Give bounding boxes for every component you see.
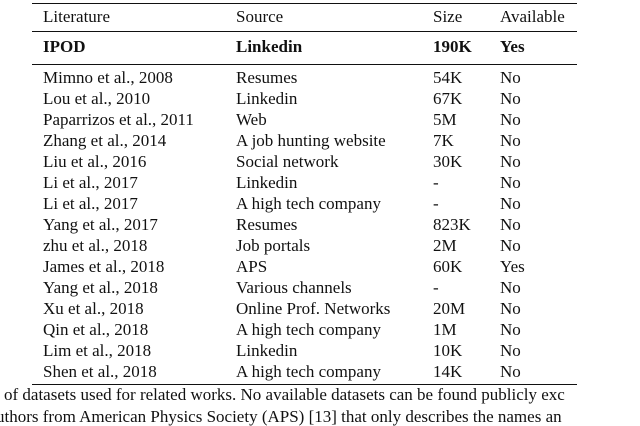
- cell-size: 2M: [433, 236, 457, 255]
- cell-source: Linkedin: [236, 89, 298, 108]
- table-header-rule: [32, 31, 577, 32]
- cell-literature: Zhang et al., 2014: [43, 131, 167, 150]
- cell-source: Social network: [236, 152, 339, 171]
- table-row: Li et al., 2017 Linkedin - No: [0, 172, 640, 193]
- cell-available: No: [500, 278, 521, 297]
- cell-literature: Qin et al., 2018: [43, 320, 149, 339]
- cell-size: -: [433, 194, 439, 213]
- cell-size: 10K: [433, 341, 463, 360]
- cell-literature: Paparrizos et al., 2011: [43, 110, 194, 129]
- cell-source: Linkedin: [236, 341, 298, 360]
- cell-available: No: [500, 362, 521, 381]
- cell-available: No: [500, 215, 521, 234]
- cell-source: A job hunting website: [236, 131, 386, 150]
- header-source: Source: [236, 7, 284, 26]
- cell-source: Job portals: [236, 236, 311, 255]
- cell-source: Resumes: [236, 68, 298, 87]
- table-row: Lou et al., 2010 Linkedin 67K No: [0, 88, 640, 109]
- cell-size: 1M: [433, 320, 457, 339]
- table-row: Mimno et al., 2008 Resumes 54K No: [0, 67, 640, 88]
- cell-literature: Liu et al., 2016: [43, 152, 147, 171]
- caption-line-2: uthors from American Physics Society (AP…: [0, 407, 562, 426]
- cell-source: Various channels: [236, 278, 352, 297]
- cell-available: No: [500, 89, 521, 108]
- header-literature: Literature: [43, 7, 111, 26]
- table-row: Zhang et al., 2014 A job hunting website 7…: [0, 130, 640, 151]
- table-row: Liu et al., 2016 Social network 30K No: [0, 151, 640, 172]
- cell-literature: Lim et al., 2018: [43, 341, 152, 360]
- cell-literature: Yang et al., 2018: [43, 278, 158, 297]
- cell-size: 823K: [433, 215, 471, 234]
- cell-literature: James et al., 2018: [43, 257, 165, 276]
- cell-available: No: [500, 131, 521, 150]
- table-row: Yang et al., 2017 Resumes 823K No: [0, 214, 640, 235]
- cell-source: Online Prof. Networks: [236, 299, 391, 318]
- cell-size: 20M: [433, 299, 466, 318]
- cell-available: No: [500, 341, 521, 360]
- table-row: zhu et al., 2018 Job portals 2M No: [0, 235, 640, 256]
- cell-size: 60K: [433, 257, 463, 276]
- table-row: Lim et al., 2018 Linkedin 10K No: [0, 340, 640, 361]
- table-highlight-row: IPOD Linkedin 190K Yes: [0, 36, 640, 57]
- cell-size: -: [433, 173, 439, 192]
- cell-literature: Li et al., 2017: [43, 194, 138, 213]
- table-row: Qin et al., 2018 A high tech company 1M No: [0, 319, 640, 340]
- table-row: Paparrizos et al., 2011 Web 5M No: [0, 109, 640, 130]
- highlight-available: Yes: [500, 37, 525, 56]
- cell-size: 7K: [433, 131, 454, 150]
- cell-available: No: [500, 152, 521, 171]
- cell-available: No: [500, 299, 521, 318]
- highlight-size: 190K: [433, 37, 472, 56]
- header-available: Available: [500, 7, 565, 26]
- table-bottom-rule: [32, 384, 577, 386]
- cell-source: Linkedin: [236, 173, 298, 192]
- header-size: Size: [433, 7, 463, 26]
- cell-literature: Xu et al., 2018: [43, 299, 144, 318]
- caption-line-1: of datasets used for related works. No a…: [4, 385, 565, 404]
- table-header-row: Literature Source Size Available: [0, 6, 640, 27]
- highlight-source: Linkedin: [236, 37, 303, 56]
- cell-size: 67K: [433, 89, 463, 108]
- table-row: Yang et al., 2018 Various channels - No: [0, 277, 640, 298]
- cell-available: No: [500, 194, 521, 213]
- cell-available: No: [500, 236, 521, 255]
- table-row: James et al., 2018 APS 60K Yes: [0, 256, 640, 277]
- cell-size: -: [433, 278, 439, 297]
- highlight-literature: IPOD: [43, 37, 86, 56]
- cell-size: 54K: [433, 68, 463, 87]
- cell-size: 5M: [433, 110, 457, 129]
- cell-literature: Shen et al., 2018: [43, 362, 157, 381]
- cell-literature: zhu et al., 2018: [43, 236, 148, 255]
- cell-available: No: [500, 320, 521, 339]
- table-row: Xu et al., 2018 Online Prof. Networks 20M N…: [0, 298, 640, 319]
- table-row: Shen et al., 2018 A high tech company 14K N…: [0, 361, 640, 382]
- cell-literature: Lou et al., 2010: [43, 89, 151, 108]
- cell-source: A high tech company: [236, 194, 381, 213]
- cell-available: No: [500, 68, 521, 87]
- cell-size: 14K: [433, 362, 463, 381]
- cell-source: Resumes: [236, 215, 298, 234]
- cell-literature: Mimno et al., 2008: [43, 68, 173, 87]
- cell-available: No: [500, 110, 521, 129]
- cell-source: APS: [236, 257, 268, 276]
- table-row: Li et al., 2017 A high tech company - No: [0, 193, 640, 214]
- cell-source: A high tech company: [236, 362, 381, 381]
- cell-available: Yes: [500, 257, 525, 276]
- cell-literature: Li et al., 2017: [43, 173, 138, 192]
- cell-source: A high tech company: [236, 320, 381, 339]
- cell-source: Web: [236, 110, 267, 129]
- cell-literature: Yang et al., 2017: [43, 215, 158, 234]
- cell-available: No: [500, 173, 521, 192]
- cell-size: 30K: [433, 152, 463, 171]
- table-mid-rule: [32, 64, 577, 65]
- table-top-rule: [32, 3, 577, 5]
